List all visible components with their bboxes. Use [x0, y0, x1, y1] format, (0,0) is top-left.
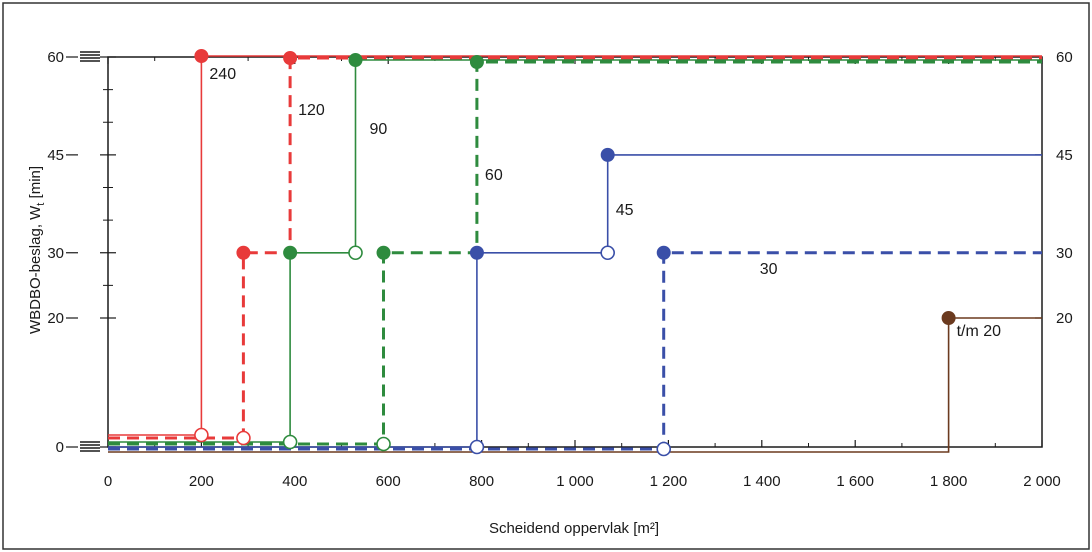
- x-tick-label: 800: [469, 473, 494, 490]
- series-line-45: [108, 154, 1042, 448]
- y-tick-label-left: 30: [47, 245, 64, 262]
- x-tick-label: 1 600: [836, 473, 874, 490]
- series-annotation: 90: [370, 121, 388, 138]
- filled-marker: [283, 245, 298, 260]
- filled-marker: [469, 245, 484, 260]
- x-tick-label: 200: [189, 473, 214, 490]
- open-marker: [194, 427, 209, 443]
- x-tick-label: 1 400: [743, 473, 781, 490]
- series-annotation: 45: [616, 202, 634, 219]
- y-tick-label-left: 45: [47, 147, 64, 164]
- filled-marker: [941, 311, 956, 325]
- series-group: [108, 55, 1042, 453]
- filled-marker: [600, 147, 615, 162]
- x-axis-label: Scheidend oppervlak [m²]: [489, 520, 659, 537]
- series-annotation: 120: [298, 102, 325, 119]
- series-annotation: t/m 20: [957, 323, 1002, 340]
- y-tick-label-left: 0: [56, 439, 64, 456]
- open-marker: [600, 245, 615, 261]
- series-annotation: 240: [209, 66, 236, 83]
- annotation-group: 240 120 90 60 45 30 t/m 20: [209, 66, 1001, 340]
- filled-marker: [194, 49, 209, 63]
- x-tick-label: 1 800: [930, 473, 968, 490]
- x-tick-label: 600: [376, 473, 401, 490]
- open-marker: [376, 436, 391, 452]
- filled-marker: [376, 245, 391, 260]
- y-axis-label: WBDBO-beslag, Wt [min]: [27, 166, 47, 334]
- x-tick-label: 0: [104, 473, 112, 490]
- series-annotation: 60: [485, 167, 503, 184]
- y-axis-label-subscript: t: [35, 203, 47, 206]
- y-tick-label-right: 60: [1056, 49, 1073, 66]
- y-tick-label-left: 60: [47, 49, 64, 66]
- series-line-120: [108, 56, 1042, 440]
- series-annotation: 30: [760, 261, 778, 278]
- x-tick-label: 1 000: [556, 473, 594, 490]
- y-axis-label-unit: [min]: [27, 166, 44, 203]
- x-tick-label: 1 200: [650, 473, 688, 490]
- y-axis-label-main: WBDBO-beslag, W: [27, 205, 44, 334]
- series-line-240: [108, 55, 1042, 436]
- open-marker: [656, 441, 672, 457]
- open-marker: [469, 439, 485, 455]
- filled-marker: [469, 55, 484, 69]
- open-marker: [236, 430, 251, 446]
- x-tick-label: 400: [282, 473, 307, 490]
- y-tick-label-left: 20: [47, 310, 64, 327]
- series-line-90: [108, 59, 1042, 443]
- open-marker: [282, 434, 298, 450]
- filled-marker: [348, 53, 363, 67]
- series-line-t-m-20: [108, 317, 1042, 453]
- x-tick-label: 2 000: [1023, 473, 1061, 490]
- filled-marker: [236, 245, 251, 260]
- filled-marker: [283, 51, 298, 65]
- marker-group: [194, 49, 956, 457]
- y-tick-label-right: 45: [1056, 147, 1073, 164]
- y-tick-label-right: 30: [1056, 245, 1073, 262]
- open-marker: [348, 245, 363, 261]
- filled-marker: [656, 245, 671, 260]
- series-line-60: [108, 60, 1042, 446]
- y-tick-label-right: 20: [1056, 310, 1073, 327]
